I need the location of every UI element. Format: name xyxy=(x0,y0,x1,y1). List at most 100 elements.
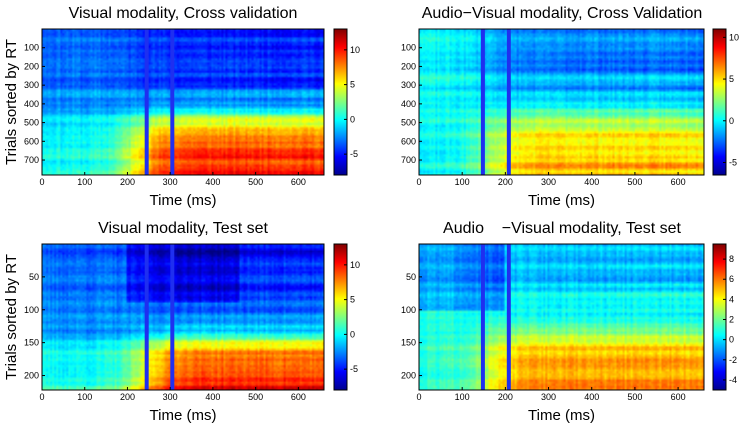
marker-line-1 xyxy=(144,29,149,175)
x-tick-label: 200 xyxy=(120,177,135,187)
marker-line-1 xyxy=(480,244,485,390)
y-tick-label: 100 xyxy=(24,305,39,315)
x-tick-label: 100 xyxy=(455,392,470,402)
colorbar-tick-label: 2 xyxy=(729,315,734,325)
y-tick-label: 150 xyxy=(24,338,39,348)
x-tick-label: 500 xyxy=(248,392,263,402)
axes-frame xyxy=(41,243,325,391)
colorbar-tick-label: 0 xyxy=(729,335,734,345)
x-tick-label: 400 xyxy=(584,392,599,402)
x-tick-label: 100 xyxy=(455,177,470,187)
colorbar-tick-label: -5 xyxy=(350,364,358,374)
x-axis-label: Time (ms) xyxy=(150,407,217,424)
y-tick-label: 500 xyxy=(401,118,416,128)
colorbar-tick-label: 10 xyxy=(350,260,360,270)
x-tick-label: 300 xyxy=(163,392,178,402)
chart-title: Audio −Visual modality, Test set xyxy=(443,220,681,237)
y-tick-label: 600 xyxy=(24,136,39,146)
heatmap-image xyxy=(42,244,324,390)
axes-frame xyxy=(418,28,705,176)
colorbar-tick-label: -5 xyxy=(350,149,358,159)
y-tick-label: 300 xyxy=(24,80,39,90)
colorbar-tick-label: 6 xyxy=(729,274,734,284)
colorbar-tick-label: 0 xyxy=(350,329,355,339)
y-tick-label: 400 xyxy=(401,99,416,109)
y-tick-label: 300 xyxy=(401,80,416,90)
x-axis-label: Time (ms) xyxy=(150,192,217,209)
x-tick-label: 400 xyxy=(584,177,599,187)
colorbar-tick-label: 5 xyxy=(350,295,355,305)
marker-line-2 xyxy=(506,29,511,175)
colorbar-tick-label: 5 xyxy=(350,80,355,90)
colorbar-tick-label: 8 xyxy=(729,254,734,264)
axes-frame xyxy=(418,243,705,391)
colorbar-tick-label: -5 xyxy=(729,157,737,167)
x-tick-label: 100 xyxy=(77,392,92,402)
colorbar xyxy=(712,243,727,391)
x-axis-label: Time (ms) xyxy=(528,407,595,424)
y-tick-label: 500 xyxy=(24,118,39,128)
marker-line-2 xyxy=(170,29,175,175)
x-tick-label: 300 xyxy=(163,177,178,187)
colorbar-tick-label: 5 xyxy=(729,74,734,84)
y-tick-label: 100 xyxy=(401,43,416,53)
heatmap-image xyxy=(419,244,704,390)
x-tick-label: 500 xyxy=(627,392,642,402)
y-tick-label: 50 xyxy=(29,272,39,282)
x-tick-label: 300 xyxy=(541,177,556,187)
x-tick-label: 0 xyxy=(416,392,421,402)
x-tick-label: 0 xyxy=(416,177,421,187)
y-tick-label: 400 xyxy=(24,99,39,109)
y-tick-label: 200 xyxy=(401,371,416,381)
x-tick-label: 0 xyxy=(39,177,44,187)
chart-panel-2: 0 100 200 300 400 500 600100200300400500600700… xyxy=(401,5,739,209)
colorbar-tick-label: 10 xyxy=(350,45,360,55)
colorbar-tick-label: -4 xyxy=(729,375,737,385)
heatmap-image xyxy=(42,29,324,175)
x-tick-label: 600 xyxy=(671,177,686,187)
x-tick-label: 100 xyxy=(77,177,92,187)
y-tick-label: 200 xyxy=(24,61,39,71)
y-tick-label: 700 xyxy=(401,155,416,165)
colorbar xyxy=(333,28,348,176)
x-tick-label: 200 xyxy=(498,177,513,187)
colorbar-tick-label: 4 xyxy=(729,294,734,304)
marker-line-1 xyxy=(480,29,485,175)
x-tick-label: 600 xyxy=(671,392,686,402)
x-axis-label: Time (ms) xyxy=(528,192,595,209)
x-tick-label: 600 xyxy=(291,392,306,402)
y-tick-label: 100 xyxy=(401,305,416,315)
colorbar xyxy=(712,28,727,176)
marker-line-2 xyxy=(506,244,511,390)
colorbar-tick-label: -2 xyxy=(729,355,737,365)
y-tick-label: 200 xyxy=(24,371,39,381)
axes-frame xyxy=(41,28,325,176)
colorbar xyxy=(333,243,348,391)
chart-title: Visual modality, Cross validation xyxy=(69,5,298,22)
y-tick-label: 150 xyxy=(401,338,416,348)
x-tick-label: 200 xyxy=(120,392,135,402)
marker-line-2 xyxy=(170,244,175,390)
y-tick-label: 50 xyxy=(406,272,416,282)
y-tick-label: 700 xyxy=(24,155,39,165)
y-tick-label: 100 xyxy=(24,43,39,53)
chart-title: Visual modality, Test set xyxy=(98,220,268,237)
x-tick-label: 0 xyxy=(39,392,44,402)
chart-title: Audio−Visual modality, Cross Validation xyxy=(422,5,703,22)
x-tick-label: 400 xyxy=(205,392,220,402)
x-tick-label: 600 xyxy=(291,177,306,187)
chart-panel-4: 0 100 200 300 400 500 600 50 100 150 200 Audio −Vis… xyxy=(401,220,737,424)
colorbar-tick-label: 0 xyxy=(350,114,355,124)
colorbar-tick-label: 0 xyxy=(729,116,734,126)
x-tick-label: 300 xyxy=(541,392,556,402)
marker-line-1 xyxy=(144,244,149,390)
x-tick-label: 200 xyxy=(498,392,513,402)
y-tick-label: 600 xyxy=(401,136,416,146)
heatmap-image xyxy=(419,29,704,175)
x-tick-label: 500 xyxy=(627,177,642,187)
x-tick-label: 500 xyxy=(248,177,263,187)
x-tick-label: 400 xyxy=(205,177,220,187)
chart-panel-1: 0 100 200 300 400 500 600100200300400500600700… xyxy=(3,5,360,209)
